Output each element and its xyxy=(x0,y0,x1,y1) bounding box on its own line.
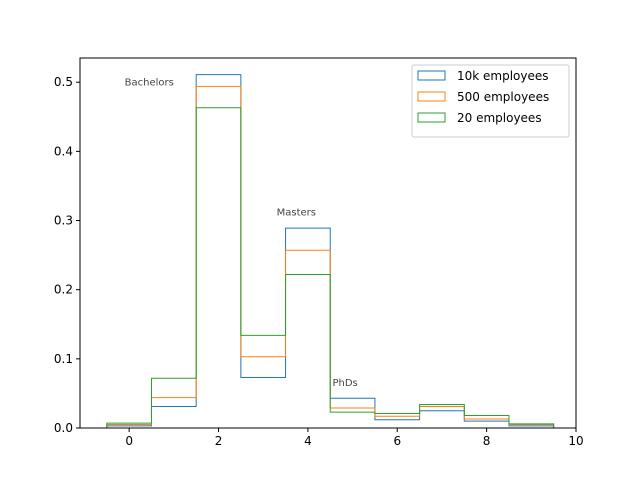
legend-label: 10k employees xyxy=(457,69,549,83)
annotation-label: PhDs xyxy=(332,378,357,389)
annotations: Bachelors Masters PhDs xyxy=(125,78,358,389)
x-tick-label: 10 xyxy=(568,434,583,448)
y-tick-label: 0.0 xyxy=(54,421,73,435)
x-tick-label: 2 xyxy=(215,434,223,448)
legend-label: 500 employees xyxy=(457,90,549,104)
y-tick-label: 0.2 xyxy=(54,283,73,297)
series-layer xyxy=(106,74,555,429)
legend-swatch xyxy=(417,91,446,102)
legend: 10k employees 500 employees 20 employees xyxy=(411,64,570,138)
plot-frame xyxy=(79,57,577,429)
legend-swatch xyxy=(417,112,446,123)
x-tick-label: 6 xyxy=(393,434,401,448)
y-tick-label: 0.4 xyxy=(54,144,73,158)
series-step-2 xyxy=(106,107,555,429)
y-tick-label: 0.1 xyxy=(54,352,73,366)
x-tick-label: 8 xyxy=(483,434,491,448)
legend-swatch xyxy=(417,70,446,81)
annotation-label: Bachelors xyxy=(125,78,174,89)
x-tick-label: 4 xyxy=(304,434,312,448)
legend-label: 20 employees xyxy=(457,111,542,125)
annotation-label: Masters xyxy=(277,208,316,219)
x-axis: 0 2 4 6 8 10 xyxy=(125,428,584,448)
y-tick-label: 0.5 xyxy=(54,75,73,89)
y-axis: 0.0 0.1 0.2 0.3 0.4 0.5 xyxy=(54,75,80,435)
legend-box xyxy=(411,64,570,138)
x-tick-label: 0 xyxy=(125,434,133,448)
y-tick-label: 0.3 xyxy=(54,214,73,228)
